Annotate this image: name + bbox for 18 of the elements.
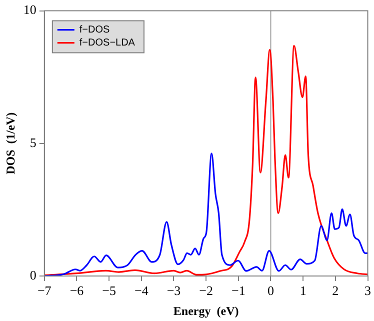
legend-label: f−DOS [79, 24, 110, 36]
x-tick-label: 0 [267, 283, 274, 298]
x-tick-label: 3 [364, 283, 371, 298]
x-tick-label: −4 [134, 283, 149, 298]
y-tick-label: 5 [30, 134, 36, 150]
x-tick-label: −2 [199, 283, 213, 298]
y-axis-title: DOS (1/eV) [3, 112, 18, 174]
y-tick-label: 10 [23, 2, 36, 18]
x-tick-label: 1 [300, 283, 306, 298]
x-axis-title: Energy (eV) [173, 304, 239, 318]
legend-label: f−DOS−LDA [79, 38, 136, 49]
x-tick-label: −6 [70, 283, 84, 298]
x-tick-label: 2 [332, 283, 339, 298]
x-tick-label: −5 [102, 283, 116, 298]
y-tick-label: 0 [30, 267, 36, 282]
x-tick-label: −7 [37, 283, 52, 298]
x-tick-label: −3 [166, 283, 181, 298]
x-tick-label: −1 [231, 283, 246, 298]
